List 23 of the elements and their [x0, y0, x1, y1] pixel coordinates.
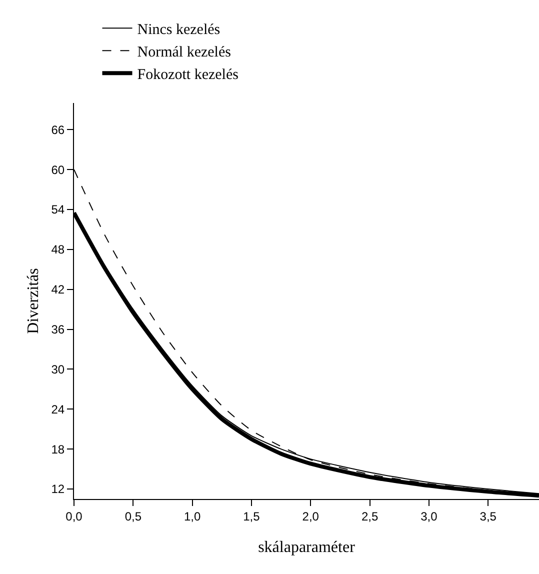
legend-label: Fokozott kezelés	[137, 67, 239, 84]
legend-label: Normál kezelés	[137, 44, 232, 61]
y-tick-label: 54	[51, 202, 65, 217]
y-tick-label: 24	[51, 402, 65, 416]
y-tick-label: 60	[51, 162, 65, 177]
y-tick-label: 12	[51, 482, 65, 496]
x-tick-label: 3,5	[480, 509, 497, 524]
y-tick-label: 42	[51, 282, 65, 297]
x-tick-label: 2,5	[361, 509, 378, 524]
x-tick-label: 2,0	[302, 509, 320, 524]
x-axis-title: skálaparaméter	[258, 539, 356, 556]
y-axis-title: Diverzitás	[25, 268, 42, 334]
y-tick-label: 36	[51, 322, 65, 336]
x-tick-label: 0,0	[66, 509, 83, 524]
x-tick-label: 1,0	[184, 509, 201, 524]
x-tick-label: 0,5	[124, 509, 142, 524]
x-tick-label: 1,5	[243, 509, 260, 524]
y-tick-label: 48	[51, 242, 65, 257]
x-tick-label: 3,0	[420, 509, 438, 524]
legend-label: Nincs kezelés	[137, 22, 220, 38]
y-tick-label: 18	[51, 442, 65, 456]
y-tick-label: 66	[51, 122, 65, 137]
y-tick-label: 30	[51, 362, 65, 376]
